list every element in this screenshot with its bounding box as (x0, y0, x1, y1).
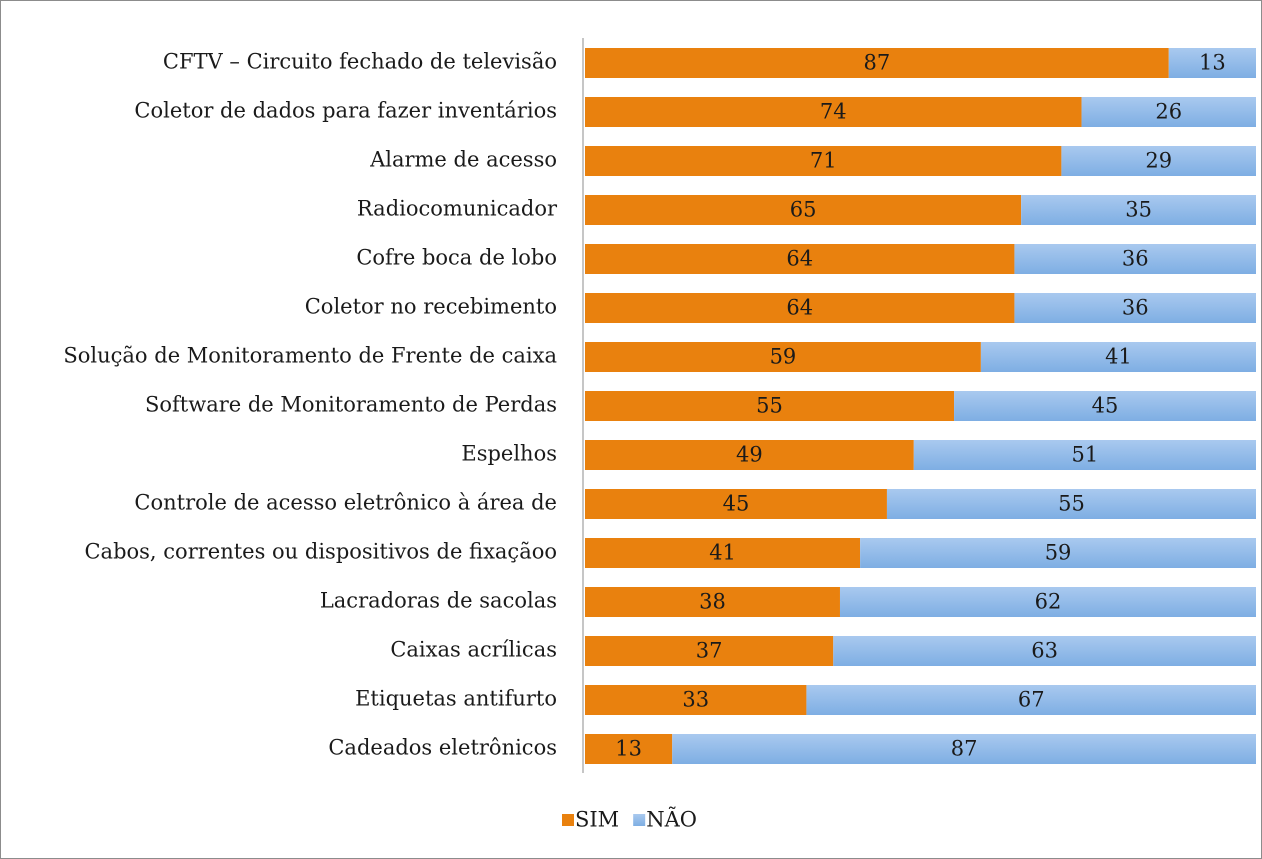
data-label: 13 (615, 737, 642, 761)
data-label: 37 (696, 639, 723, 663)
bar-segment (1081, 97, 1256, 127)
bar-segment (1014, 244, 1256, 274)
y-tick-label: Cabos, correntes ou dispositivos de fixa… (84, 540, 557, 564)
bar-segment (1168, 48, 1256, 78)
bar-segment (672, 734, 1256, 764)
bar-segment (806, 685, 1256, 715)
bar-segment (585, 195, 1022, 225)
data-label: 87 (864, 51, 891, 75)
data-label: 36 (1122, 296, 1149, 320)
bar-segment (585, 587, 840, 617)
y-tick-label: Radiocomunicador (357, 197, 558, 221)
data-label: 62 (1035, 590, 1062, 614)
y-tick-label: Caixas acrílicas (390, 638, 557, 662)
bar-segment (585, 293, 1015, 323)
y-tick-label: Alarme de acesso (369, 148, 557, 172)
bar-segment (585, 342, 981, 372)
data-label: 55 (756, 394, 783, 418)
data-label: 49 (736, 443, 763, 467)
data-label: 65 (790, 198, 817, 222)
data-label: 45 (723, 492, 750, 516)
data-label: 63 (1031, 639, 1058, 663)
y-tick-label: Software de Monitoramento de Perdas (145, 393, 557, 417)
y-tick-label: Etiquetas antifurto (355, 687, 557, 711)
data-label: 13 (1199, 51, 1226, 75)
bar-segment (585, 489, 887, 519)
data-label: 33 (682, 688, 709, 712)
data-label: 41 (709, 541, 736, 565)
bar-segment (980, 342, 1256, 372)
bar-segment (585, 97, 1082, 127)
bar-segment (1021, 195, 1256, 225)
y-tick-label: Coletor no recebimento (305, 295, 557, 319)
data-label: 67 (1018, 688, 1045, 712)
bar-segment (585, 685, 807, 715)
bar-segment (839, 587, 1256, 617)
y-tick-label: Cofre boca de lobo (356, 246, 557, 270)
legend-swatch (562, 814, 574, 826)
y-tick-label: Espelhos (461, 442, 557, 466)
data-label: 26 (1155, 100, 1182, 124)
data-label: 59 (1045, 541, 1072, 565)
data-label: 36 (1122, 247, 1149, 271)
bar-segment (585, 48, 1169, 78)
y-tick-label: CFTV – Circuito fechado de televisão (163, 50, 557, 74)
data-label: 55 (1058, 492, 1085, 516)
y-tick-label: Cadeados eletrônicos (328, 736, 557, 760)
bar-segment (886, 489, 1256, 519)
bar-segment (860, 538, 1256, 568)
data-label: 64 (786, 296, 813, 320)
data-label: 35 (1125, 198, 1152, 222)
bar-segment (585, 538, 861, 568)
bar-segment (585, 734, 673, 764)
y-tick-label: Lacradoras de sacolas (320, 589, 557, 613)
legend-label: NÃO (646, 808, 697, 832)
bar-segment (585, 391, 955, 421)
data-label: 29 (1145, 149, 1172, 173)
bar-segment (913, 440, 1256, 470)
bar-segment (585, 244, 1015, 274)
data-label: 59 (770, 345, 797, 369)
bar-segment (585, 146, 1062, 176)
bar-segment (585, 636, 834, 666)
bar-segment (833, 636, 1256, 666)
data-label: 51 (1072, 443, 1099, 467)
data-label: 71 (810, 149, 837, 173)
data-label: 64 (786, 247, 813, 271)
data-label: 87 (951, 737, 978, 761)
y-tick-label: Coletor de dados para fazer inventários (134, 99, 557, 123)
bar-segment (585, 440, 914, 470)
bar-segment (1061, 146, 1256, 176)
data-label: 38 (699, 590, 726, 614)
legend-label: SIM (575, 808, 619, 832)
legend-swatch (633, 814, 646, 826)
data-label: 74 (820, 100, 847, 124)
data-label: 45 (1092, 394, 1119, 418)
y-tick-label: Controle de acesso eletrônico à área de (134, 491, 557, 515)
y-tick-label: Solução de Monitoramento de Frente de ca… (63, 344, 557, 368)
data-label: 41 (1105, 345, 1132, 369)
bar-segment (1014, 293, 1256, 323)
bar-segment (954, 391, 1256, 421)
